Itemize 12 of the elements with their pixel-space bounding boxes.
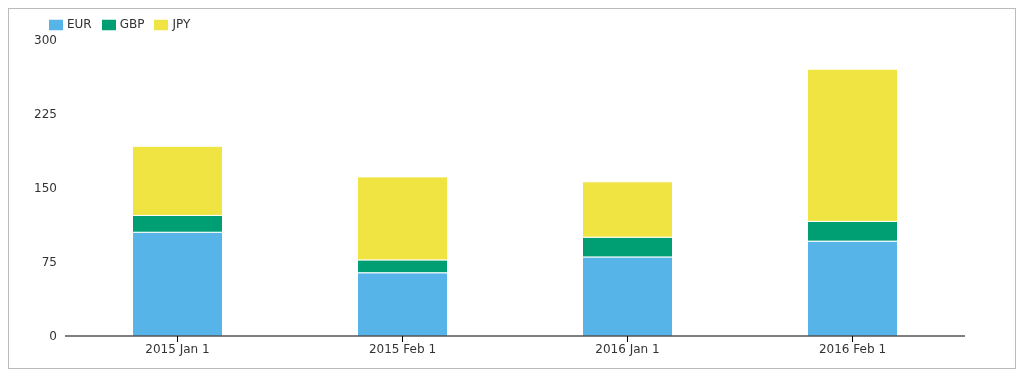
legend-label: EUR — [67, 17, 92, 31]
y-tick-label: 0 — [49, 329, 57, 344]
y-tick-label: 150 — [34, 181, 57, 196]
x-tick-label: 2016 Jan 1 — [595, 341, 660, 356]
x-tick-label: 2016 Feb 1 — [818, 341, 887, 356]
y-tick-label: 75 — [41, 255, 57, 270]
y-tick-label: 300 — [34, 32, 57, 47]
legend-label: JPY — [172, 17, 191, 31]
y-tick-label: 225 — [34, 106, 57, 121]
x-tick-label: 2015 Feb 1 — [368, 341, 437, 356]
legend-label: GBP — [119, 17, 145, 31]
x-tick-label: 2015 Jan 1 — [145, 341, 210, 356]
